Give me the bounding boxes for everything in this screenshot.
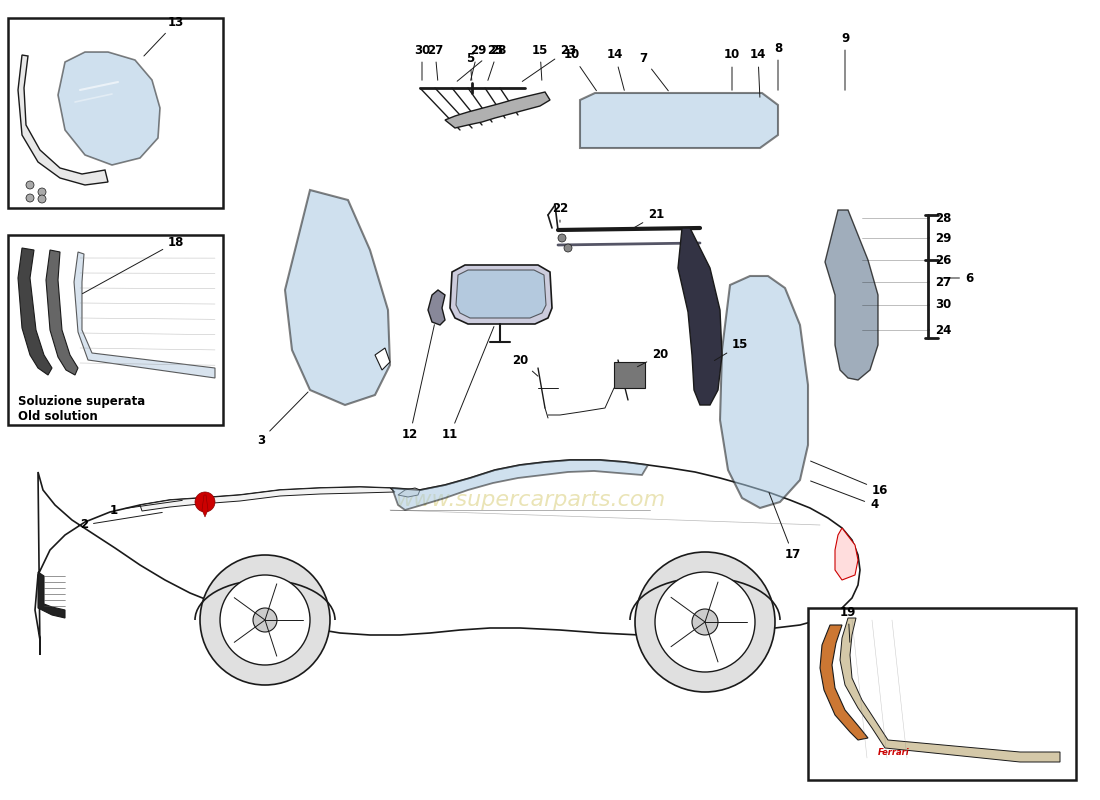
Text: 10: 10 xyxy=(564,49,596,90)
Polygon shape xyxy=(456,270,546,318)
Text: 8: 8 xyxy=(774,42,782,90)
Circle shape xyxy=(692,609,718,635)
Text: 5: 5 xyxy=(466,51,474,80)
Text: 23: 23 xyxy=(522,43,576,82)
Circle shape xyxy=(39,188,46,196)
Text: 25: 25 xyxy=(458,43,503,82)
Polygon shape xyxy=(285,190,390,405)
Circle shape xyxy=(200,555,330,685)
Text: 13: 13 xyxy=(144,15,185,56)
Polygon shape xyxy=(375,348,390,370)
Circle shape xyxy=(635,552,776,692)
FancyBboxPatch shape xyxy=(808,608,1076,780)
Polygon shape xyxy=(58,52,160,165)
Text: 22: 22 xyxy=(552,202,568,222)
Text: 11: 11 xyxy=(442,326,494,442)
Text: 15: 15 xyxy=(531,43,548,80)
Text: 20: 20 xyxy=(512,354,538,376)
Text: 6: 6 xyxy=(943,271,974,285)
Polygon shape xyxy=(74,252,214,378)
Circle shape xyxy=(39,195,46,203)
Polygon shape xyxy=(835,528,858,580)
Text: 27: 27 xyxy=(427,43,443,80)
Polygon shape xyxy=(820,625,868,740)
Text: 27: 27 xyxy=(928,275,952,289)
Circle shape xyxy=(195,492,214,512)
Text: 30: 30 xyxy=(414,43,430,80)
Text: 21: 21 xyxy=(632,209,664,229)
Polygon shape xyxy=(678,228,722,405)
Circle shape xyxy=(564,244,572,252)
Circle shape xyxy=(558,234,566,242)
Polygon shape xyxy=(18,55,108,185)
Polygon shape xyxy=(202,495,208,517)
Text: 20: 20 xyxy=(638,349,669,366)
Text: Old solution: Old solution xyxy=(18,410,98,423)
Polygon shape xyxy=(140,487,395,511)
Polygon shape xyxy=(392,460,648,510)
Text: Ferrari: Ferrari xyxy=(878,748,910,757)
Text: 24: 24 xyxy=(928,323,952,337)
Polygon shape xyxy=(450,265,552,324)
Polygon shape xyxy=(398,488,420,497)
Circle shape xyxy=(220,575,310,665)
Text: 28: 28 xyxy=(488,43,506,80)
FancyBboxPatch shape xyxy=(8,18,223,208)
Text: 14: 14 xyxy=(750,49,767,98)
Text: 26: 26 xyxy=(928,254,952,266)
Text: www.supercarparts.com: www.supercarparts.com xyxy=(395,490,666,510)
Text: 17: 17 xyxy=(769,493,801,562)
Text: 29: 29 xyxy=(470,43,486,80)
Circle shape xyxy=(654,572,755,672)
Text: Soluzione superata: Soluzione superata xyxy=(18,395,145,408)
Text: 14: 14 xyxy=(607,49,625,90)
Text: 10: 10 xyxy=(724,49,740,90)
Polygon shape xyxy=(46,250,78,375)
Polygon shape xyxy=(840,618,1060,762)
Polygon shape xyxy=(428,290,446,325)
Polygon shape xyxy=(35,460,860,655)
Text: 1: 1 xyxy=(110,500,183,517)
Polygon shape xyxy=(720,276,808,508)
Text: 28: 28 xyxy=(928,211,952,225)
FancyBboxPatch shape xyxy=(8,235,223,425)
Circle shape xyxy=(26,181,34,189)
Polygon shape xyxy=(825,210,878,380)
Polygon shape xyxy=(39,572,65,618)
Circle shape xyxy=(253,608,277,632)
Polygon shape xyxy=(580,93,778,148)
Text: 19: 19 xyxy=(840,606,857,642)
Text: 15: 15 xyxy=(714,338,748,361)
Text: 3: 3 xyxy=(257,392,308,446)
Circle shape xyxy=(26,194,34,202)
Text: 16: 16 xyxy=(811,461,889,497)
Polygon shape xyxy=(18,248,52,375)
Text: 12: 12 xyxy=(402,325,434,442)
Text: 9: 9 xyxy=(840,31,849,90)
Text: 4: 4 xyxy=(811,481,878,511)
Text: 18: 18 xyxy=(82,235,185,294)
Text: 7: 7 xyxy=(639,51,669,90)
Text: 2: 2 xyxy=(80,513,163,531)
Polygon shape xyxy=(446,92,550,128)
Text: 29: 29 xyxy=(928,231,952,245)
Text: 30: 30 xyxy=(928,298,952,311)
Polygon shape xyxy=(614,362,645,388)
